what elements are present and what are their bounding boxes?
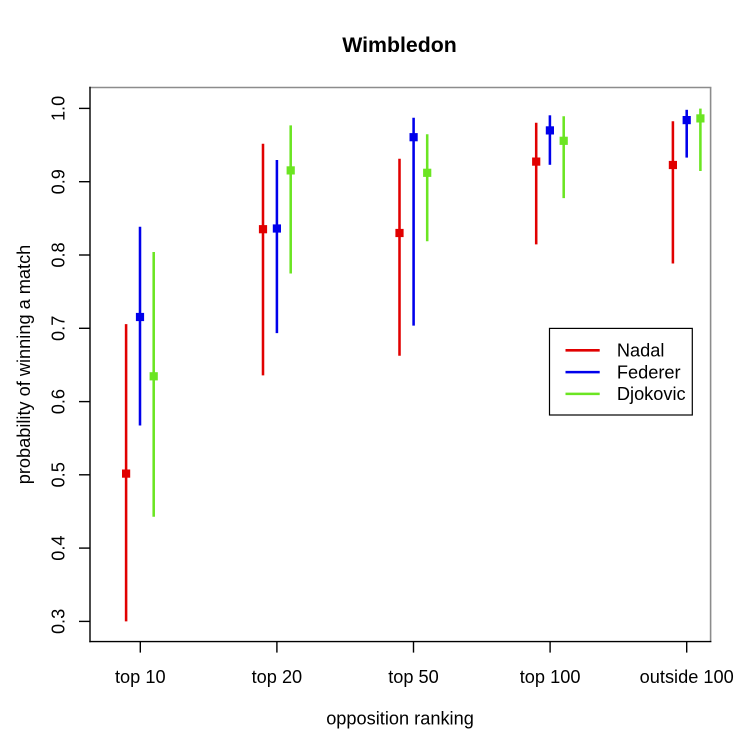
svg-text:0.6: 0.6 [49, 389, 69, 414]
svg-text:top 20: top 20 [252, 667, 303, 687]
svg-text:0.4: 0.4 [49, 535, 69, 560]
svg-text:0.8: 0.8 [49, 242, 69, 267]
svg-text:probability of winning a match: probability of winning a match [14, 245, 34, 485]
svg-text:outside 100: outside 100 [640, 667, 734, 687]
svg-text:Nadal: Nadal [617, 341, 665, 361]
svg-text:Djokovic: Djokovic [617, 384, 686, 404]
svg-text:top 50: top 50 [388, 667, 439, 687]
svg-text:top 100: top 100 [520, 667, 581, 687]
svg-text:top 10: top 10 [115, 667, 166, 687]
svg-text:0.7: 0.7 [49, 316, 69, 341]
svg-text:0.3: 0.3 [49, 609, 69, 634]
svg-text:1.0: 1.0 [49, 96, 69, 121]
svg-text:0.5: 0.5 [49, 462, 69, 487]
svg-text:0.9: 0.9 [49, 169, 69, 194]
svg-text:Federer: Federer [617, 362, 681, 382]
svg-text:opposition ranking: opposition ranking [326, 709, 474, 729]
svg-text:Wimbledon: Wimbledon [342, 33, 457, 57]
